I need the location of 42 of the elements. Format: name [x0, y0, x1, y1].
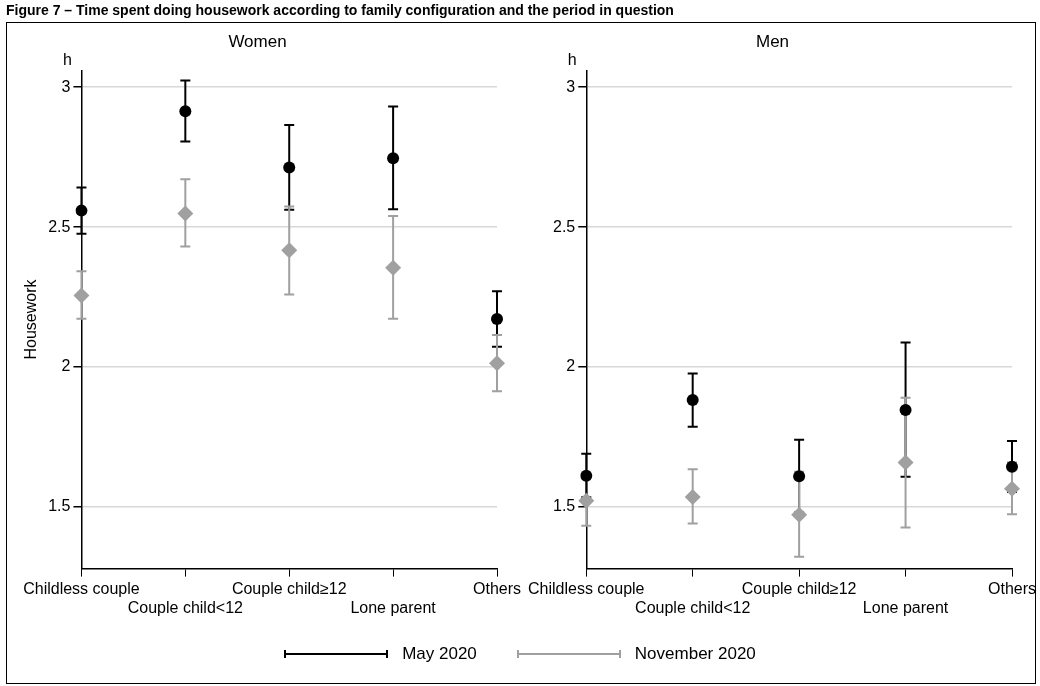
chart-title: Men	[755, 31, 790, 51]
point	[281, 242, 298, 259]
point	[793, 470, 806, 483]
text: h	[567, 50, 577, 68]
point	[899, 403, 912, 416]
x-tick-label: Couple child≥12	[741, 579, 857, 597]
x-tick-label: Lone parent	[862, 598, 949, 616]
point	[686, 394, 699, 407]
chart-title: Women	[228, 31, 287, 51]
y-tick-label: 1.5	[553, 497, 576, 515]
point	[791, 506, 808, 523]
y-tick-label: 1.5	[48, 497, 71, 515]
y-tick-label: 3	[566, 77, 576, 95]
point	[177, 205, 194, 222]
point	[1006, 460, 1018, 473]
point	[684, 488, 701, 505]
x-tick-label: Childless couple	[528, 579, 645, 597]
point	[491, 312, 503, 325]
y-tick-label: 2	[61, 357, 71, 375]
text: h	[62, 50, 72, 68]
legend-label: November 2020	[634, 644, 756, 664]
legend-label: May 2020	[402, 644, 477, 664]
point	[489, 355, 505, 372]
caption: Figure 7 – Time spent doing housework according to family configuration and the period in question	[6, 2, 675, 18]
y-tick-label: 3	[61, 77, 71, 95]
point	[1004, 480, 1020, 497]
y-tick-label: 2.5	[48, 217, 71, 235]
x-tick-label: Couple child≥12	[231, 579, 347, 597]
x-tick-label: Others	[987, 579, 1037, 597]
x-tick-label: Couple child<12	[635, 598, 751, 616]
y-tick-label: 2.5	[553, 217, 576, 235]
point	[385, 259, 402, 276]
x-tick-label: Lone parent	[350, 598, 437, 616]
point	[283, 161, 296, 174]
x-tick-label: Others	[472, 579, 522, 597]
y-axis-title: Housework	[22, 278, 40, 360]
point	[387, 152, 400, 165]
x-tick-label: Couple child<12	[127, 598, 244, 616]
point	[897, 454, 914, 471]
x-tick-label: Childless couple	[23, 579, 140, 597]
point	[179, 105, 192, 118]
y-tick-label: 2	[566, 357, 576, 375]
